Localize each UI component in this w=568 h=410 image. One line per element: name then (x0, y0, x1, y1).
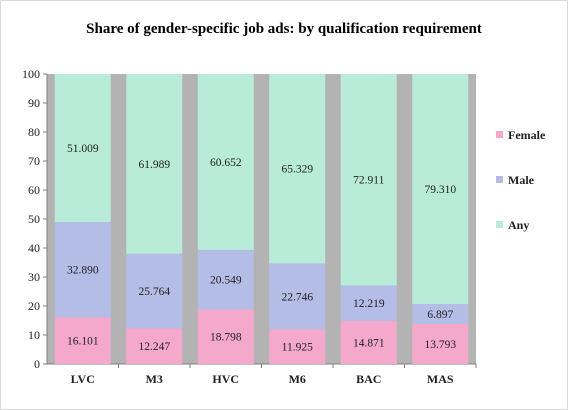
bar-any-lvc (54, 74, 111, 222)
data-label-male-mas: 6.897 (427, 309, 453, 321)
y-tick-label: 0 (34, 357, 40, 371)
bar-male-hvc (197, 249, 254, 310)
legend-label-female: Female (508, 128, 546, 142)
x-tick-label-mas: MAS (427, 372, 454, 386)
data-label-female-lvc: 16.101 (67, 336, 99, 348)
legend-swatch-any (496, 221, 503, 228)
legend-item-male: Male (496, 173, 566, 187)
legend-label-male: Male (508, 173, 534, 187)
data-label-female-bac: 14.871 (353, 337, 385, 349)
x-tick-label-bac: BAC (356, 372, 381, 386)
y-tick-label: 90 (28, 96, 40, 110)
x-tick-label-lvc: LVC (71, 372, 95, 386)
bar-female-lvc (54, 317, 111, 364)
data-label-any-lvc: 51.009 (67, 143, 99, 155)
data-label-any-m6: 65.329 (281, 164, 313, 176)
bar-any-hvc (197, 74, 254, 250)
data-label-female-hvc: 18.798 (210, 332, 242, 344)
data-label-female-m3: 12.247 (138, 341, 170, 353)
bar-female-bac (340, 320, 397, 364)
bar-any-bac (340, 73, 397, 286)
data-label-male-m3: 25.764 (138, 286, 170, 298)
y-tick-label: 70 (28, 154, 40, 168)
y-tick-label: 40 (28, 241, 40, 255)
bar-male-m6 (269, 263, 326, 330)
data-label-any-mas: 79.310 (424, 184, 456, 196)
bar-male-mas (412, 303, 469, 325)
bar-any-m6 (269, 74, 326, 264)
plot-area (47, 74, 476, 364)
data-label-male-hvc: 20.549 (210, 275, 242, 287)
y-tick-label: 10 (28, 328, 40, 342)
legend-label-any: Any (508, 218, 530, 232)
legend-swatch-female (496, 131, 503, 138)
data-label-any-hvc: 60.652 (210, 157, 242, 169)
bar-female-hvc (197, 309, 254, 364)
bar-male-lvc (54, 221, 111, 318)
y-tick-label: 100 (22, 67, 40, 81)
bar-male-bac (340, 285, 397, 321)
bar-female-m6 (269, 329, 326, 364)
bar-any-m3 (126, 74, 183, 254)
data-label-female-mas: 13.793 (424, 339, 456, 351)
chart-title: Share of gender-specific job ads: by qua… (86, 21, 482, 37)
data-label-male-bac: 12.219 (353, 298, 385, 310)
bar-female-m3 (126, 328, 183, 364)
data-label-female-m6: 11.925 (282, 342, 313, 354)
y-tick-label: 20 (28, 299, 40, 313)
x-tick-label-m6: M6 (289, 372, 306, 386)
y-tick-label: 80 (28, 125, 40, 139)
y-tick-label: 60 (28, 183, 40, 197)
data-label-any-m3: 61.989 (138, 159, 170, 171)
legend-swatch-male (496, 176, 503, 183)
data-label-male-lvc: 32.890 (67, 265, 99, 277)
y-tick-label: 30 (28, 270, 40, 284)
bar-female-mas (412, 324, 469, 364)
y-tick-label: 50 (28, 212, 40, 226)
data-label-any-bac: 72.911 (353, 175, 384, 187)
bar-male-m3 (126, 253, 183, 329)
x-tick-label-m3: M3 (146, 372, 163, 386)
x-tick-label-hvc: HVC (212, 372, 239, 386)
bar-any-mas (412, 74, 469, 304)
legend-item-any: Any (496, 218, 566, 232)
data-label-male-m6: 22.746 (281, 291, 313, 303)
legend-item-female: Female (496, 128, 566, 142)
